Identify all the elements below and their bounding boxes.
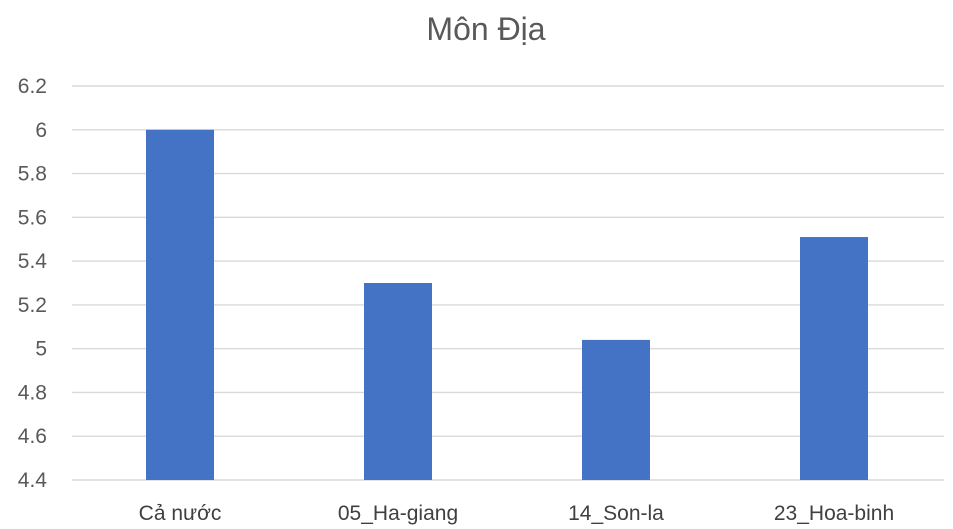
y-tick-label: 5.4 bbox=[18, 250, 48, 273]
x-category-label: 14_Son-la bbox=[568, 502, 664, 525]
bar bbox=[800, 237, 868, 480]
bars bbox=[146, 129, 868, 480]
gridlines bbox=[72, 85, 944, 481]
y-tick-label: 5 bbox=[35, 338, 47, 361]
y-tick-label: 6.2 bbox=[18, 75, 47, 98]
y-axis-tick-labels: 4.4 4.6 4.8 5 5.2 5.4 5.6 5.8 6 6.2 bbox=[18, 75, 48, 492]
x-axis-category-labels: Cả nước 05_Ha-giang 14_Son-la 23_Hoa-binh bbox=[139, 502, 894, 525]
x-category-label: Cả nước bbox=[139, 502, 222, 525]
y-tick-label: 5.2 bbox=[18, 294, 47, 317]
y-tick-label: 5.6 bbox=[18, 206, 47, 229]
x-category-label: 23_Hoa-binh bbox=[774, 502, 894, 525]
y-tick-label: 4.4 bbox=[18, 469, 48, 492]
bar bbox=[582, 339, 650, 480]
chart-title: Môn Địa bbox=[426, 11, 545, 47]
y-tick-label: 4.8 bbox=[18, 381, 47, 404]
y-tick-label: 6 bbox=[35, 119, 47, 142]
bar bbox=[364, 283, 432, 480]
bar bbox=[146, 129, 214, 480]
x-category-label: 05_Ha-giang bbox=[338, 502, 458, 525]
y-tick-label: 5.8 bbox=[18, 163, 47, 186]
y-tick-label: 4.6 bbox=[18, 425, 47, 448]
